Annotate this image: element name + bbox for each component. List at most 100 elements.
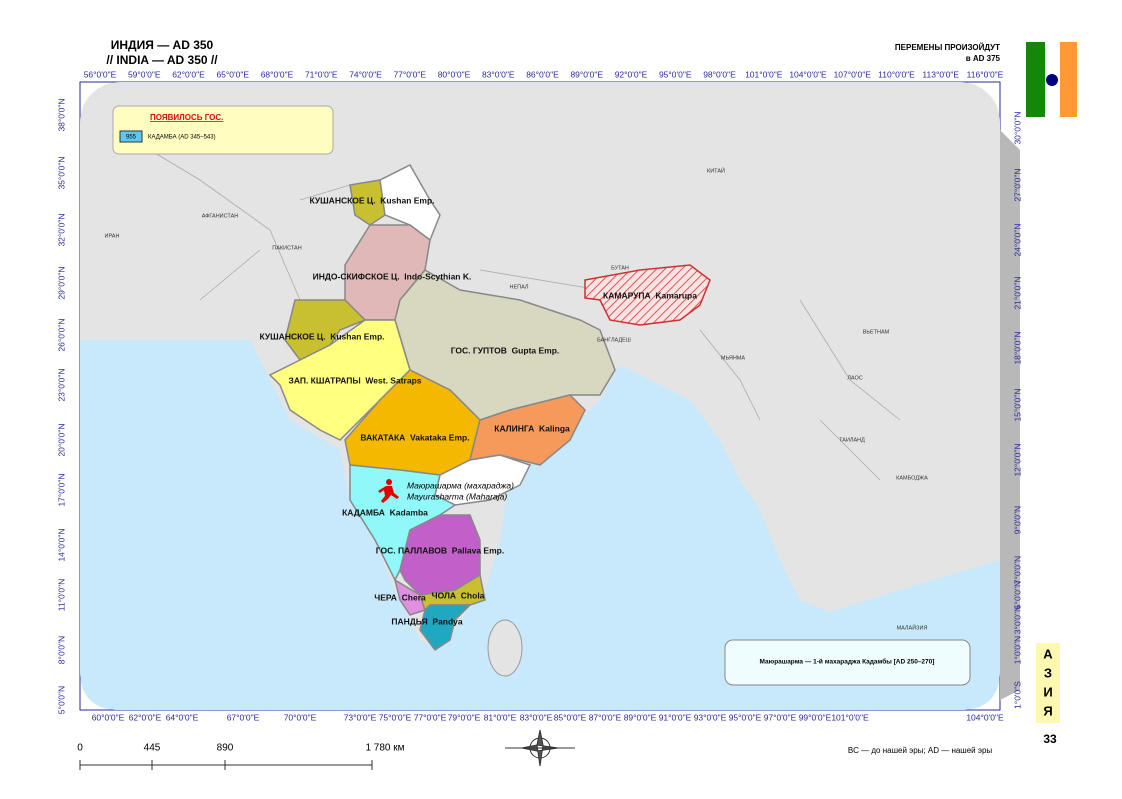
country-label: БАНГЛАДЕШ bbox=[597, 337, 631, 343]
lon-label: 60°0'0"E bbox=[92, 712, 125, 722]
country-label: КИТАЙ bbox=[707, 166, 725, 174]
lat-label: 15°0'0"N bbox=[1012, 388, 1022, 421]
lon-label: 89°0'0"E bbox=[570, 69, 603, 79]
lon-label: 83°0'0"E bbox=[482, 69, 515, 79]
lon-label: 97°0'0"E bbox=[764, 712, 797, 722]
lat-label: 14°0'0"N bbox=[56, 528, 66, 561]
country-label: КАМБОДЖА bbox=[896, 475, 928, 481]
polity-label: КУШАНСКОЕ Ц. Kushan Emp. bbox=[259, 331, 384, 341]
lon-label: 101°0'0"E bbox=[745, 69, 783, 79]
kamarupa bbox=[584, 264, 711, 326]
country-label: АФГАНИСТАН bbox=[202, 213, 239, 219]
lon-label: 107°0'0"E bbox=[834, 69, 872, 79]
side-box bbox=[1036, 643, 1060, 723]
polity-label: ЗАП. КШАТРАПЫ West. Satraps bbox=[289, 375, 422, 385]
lon-label: 80°0'0"E bbox=[438, 69, 471, 79]
legend-title: ПОЯВИЛОСЬ ГОС. bbox=[150, 113, 223, 122]
lon-label: 110°0'0"E bbox=[878, 69, 915, 79]
country-label: БУТАН bbox=[611, 265, 629, 271]
lat-label: 1°0'0"S bbox=[1012, 681, 1022, 709]
lon-label: 77°0'0"E bbox=[414, 712, 447, 722]
lon-label: 95°0'0"E bbox=[729, 712, 762, 722]
polity-label: КАМАРУПА Kamarupa bbox=[603, 290, 697, 300]
lon-label: 71°0'0"E bbox=[305, 69, 338, 79]
kushan-white bbox=[379, 164, 441, 242]
polity-label: ГОС. ПАЛЛАВОВ Pallava Emp. bbox=[376, 545, 504, 555]
country-label: ТАИЛАНД bbox=[839, 437, 865, 443]
flag-wheel bbox=[1046, 74, 1058, 86]
annotation-en: Mayurasharma (Maharaja) bbox=[407, 491, 507, 501]
lon-label: 83°0'0"E bbox=[520, 712, 553, 722]
lon-label: 87°0'0"E bbox=[589, 712, 622, 722]
lon-label: 104°0'0"E bbox=[789, 69, 827, 79]
polity-label: КАДАМБА Kadamba bbox=[342, 507, 428, 517]
lat-label: 3°0'0"N bbox=[1012, 606, 1022, 634]
lon-label: 62°0'0"E bbox=[129, 712, 162, 722]
lat-label: 21°0'0"N bbox=[1012, 276, 1022, 309]
lon-label: 65°0'0"E bbox=[216, 69, 249, 79]
sea bbox=[80, 340, 1000, 710]
next-change: ПЕРЕМЕНЫ ПРОИЗОЙДУТ bbox=[895, 43, 1000, 52]
legend-swatch bbox=[119, 130, 143, 143]
lat-label: 32°0'0"N bbox=[56, 213, 66, 246]
lon-label: 59°0'0"E bbox=[128, 69, 161, 79]
lon-label: 67°0'0"E bbox=[227, 712, 260, 722]
polity-label: ИНДО-СКИФСКОЕ Ц. Indo-Scythian K. bbox=[313, 271, 472, 281]
polity-label: ГОС. ГУПТОВ Gupta Emp. bbox=[451, 345, 560, 355]
lat-label: 23°0'0"N bbox=[56, 368, 66, 401]
polity-label: ПАНДЬЯ Pandya bbox=[391, 616, 463, 626]
legend-entry: КАДАМБА (AD 345–543) bbox=[148, 135, 216, 141]
country-label: ИРАН bbox=[105, 233, 120, 239]
lat-label: 18°0'0"N bbox=[1012, 331, 1022, 364]
lon-label: 89°0'0"E bbox=[624, 712, 657, 722]
lon-label: 85°0'0"E bbox=[554, 712, 587, 722]
lon-label: 93°0'0"E bbox=[694, 712, 727, 722]
sri-lanka bbox=[487, 619, 523, 677]
polities bbox=[268, 164, 711, 652]
next-date: в AD 375 bbox=[966, 54, 1001, 63]
lon-label: 64°0'0"E bbox=[166, 712, 199, 722]
lon-label: 77°0'0"E bbox=[393, 69, 426, 79]
lon-label: 101°0'0"E bbox=[831, 712, 869, 722]
lon-label: 104°0'0"E bbox=[966, 712, 1004, 722]
compass bbox=[505, 729, 575, 767]
scale-label: 890 bbox=[217, 743, 234, 754]
lon-label: 116°0'0"E bbox=[967, 69, 1004, 79]
scale-label: 445 bbox=[144, 743, 161, 754]
lon-label: 92°0'0"E bbox=[615, 69, 648, 79]
lat-label: 20°0'0"N bbox=[56, 423, 66, 456]
side-letter: Я bbox=[1043, 703, 1052, 718]
lat-label: 38°0'0"N bbox=[56, 98, 66, 131]
polity-label: КАЛИНГА Kalinga bbox=[494, 423, 570, 433]
lat-label: 8°0'0"N bbox=[56, 636, 66, 664]
lat-label: 26°0'0"N bbox=[56, 318, 66, 351]
polity-label: КУШАНСКОЕ Ц. Kushan Emp. bbox=[309, 195, 434, 205]
legend-code: 955 bbox=[126, 135, 137, 141]
note: Маюрашарма — 1-й махараджа Кадамбы [AD 2… bbox=[760, 658, 935, 666]
side-letter: И bbox=[1043, 684, 1052, 699]
note-box bbox=[724, 639, 971, 686]
country-label: ПАКИСТАН bbox=[272, 245, 301, 251]
lon-label: 74°0'0"E bbox=[349, 69, 382, 79]
country-label: МАЛАЙЗИЯ bbox=[897, 623, 928, 631]
flag-green bbox=[1026, 42, 1045, 117]
pandya bbox=[419, 604, 472, 652]
country-label: ЛАОС bbox=[847, 375, 862, 381]
side-letter: З bbox=[1044, 665, 1052, 680]
chera bbox=[393, 578, 426, 616]
borders bbox=[149, 149, 901, 481]
lon-label: 113°0'0"E bbox=[922, 69, 959, 79]
lon-label: 99°0'0"E bbox=[799, 712, 832, 722]
lat-label: 9°0'0"N bbox=[1012, 506, 1022, 534]
legend-box bbox=[112, 105, 334, 155]
lat-label: 7°0'0"N bbox=[1012, 556, 1022, 584]
lat-label: 35°0'0"N bbox=[56, 156, 66, 189]
lon-label: 75°0'0"E bbox=[379, 712, 412, 722]
polity-label: ЧОЛА Chola bbox=[432, 590, 485, 600]
footer: BC — до нашей эры; AD — нашей эры bbox=[848, 746, 993, 755]
side-letter: А bbox=[1043, 646, 1053, 661]
title-ru: ИНДИЯ — AD 350 bbox=[111, 38, 214, 52]
lat-label: 5°0'0"N bbox=[56, 686, 66, 714]
lat-label: 1°0'0"N bbox=[1012, 636, 1022, 664]
